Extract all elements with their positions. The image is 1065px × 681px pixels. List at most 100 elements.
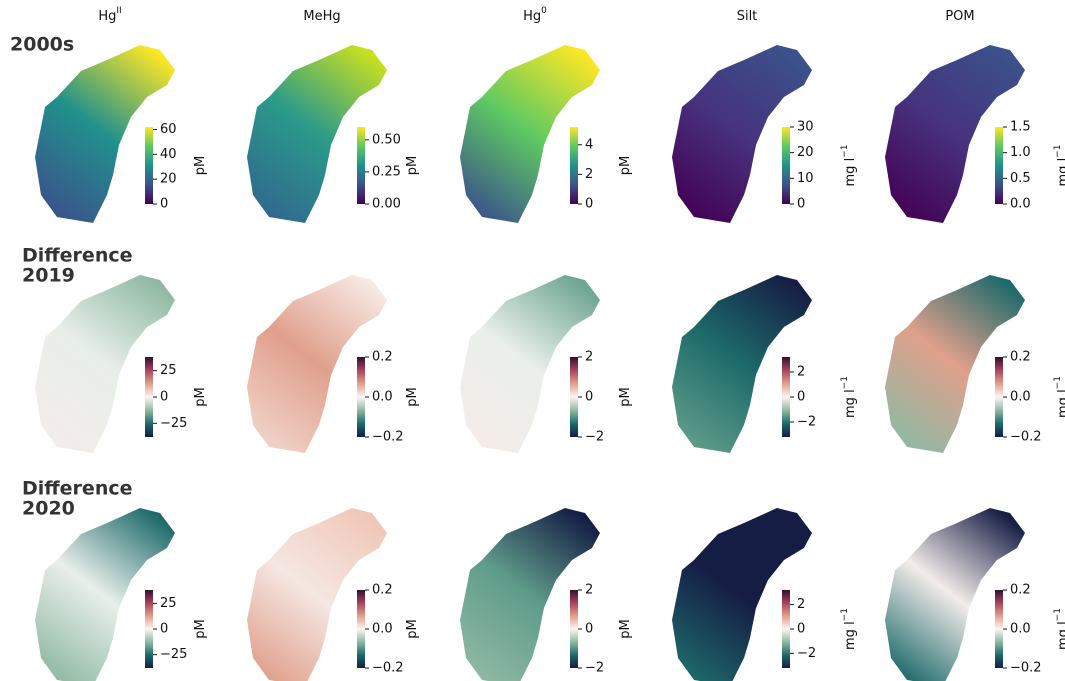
colorbar-unit: pM <box>405 387 420 406</box>
colorbar-tick-label: 0 <box>585 622 593 637</box>
colorbar-tick-label: 25 <box>160 596 177 611</box>
colorbar-tick-label: 0.5 <box>1010 171 1031 186</box>
colorbar-tick-label: 1.0 <box>1010 145 1031 160</box>
map <box>885 508 1025 681</box>
colorbar <box>995 357 1003 437</box>
colorbar <box>145 590 153 668</box>
map <box>460 275 600 453</box>
row-label: Difference <box>22 478 133 500</box>
colorbar-tick-label: 30 <box>797 120 814 135</box>
colorbar-unit: mg l−1 <box>840 608 858 650</box>
colorbar <box>357 590 365 668</box>
colorbar-tick-label: 0 <box>160 197 168 212</box>
colorbar-unit: pM <box>618 387 633 406</box>
colorbar-tick-label: −2 <box>797 646 816 661</box>
colorbar <box>145 127 153 204</box>
row-label: 2000s <box>10 34 74 56</box>
colorbar-tick-label: 0 <box>160 390 168 405</box>
colorbar <box>570 127 578 204</box>
colorbar-tick-label: 0 <box>797 197 805 212</box>
map <box>247 508 387 681</box>
map <box>247 275 387 453</box>
colorbar-tick-label: 4 <box>585 137 593 152</box>
colorbar-tick-label: 2 <box>585 350 593 365</box>
column-title: Hg0 <box>523 6 547 24</box>
colorbar-tick-label: 0.2 <box>1010 350 1031 365</box>
colorbar-tick-label: 0.2 <box>1010 583 1031 598</box>
map <box>460 45 600 223</box>
colorbar-tick-label: −25 <box>160 416 187 431</box>
colorbar <box>995 590 1003 668</box>
column-title: MeHg <box>303 9 340 24</box>
map <box>35 275 175 453</box>
map <box>885 275 1025 453</box>
colorbar-tick-label: 25 <box>160 363 177 378</box>
colorbar-tick-label: 20 <box>160 172 177 187</box>
colorbar-unit: mg l−1 <box>1053 376 1065 418</box>
colorbar-tick-label: 0 <box>585 390 593 405</box>
column-title: POM <box>945 9 974 24</box>
map <box>460 508 600 681</box>
map <box>35 45 175 223</box>
colorbar-unit: pM <box>193 387 208 406</box>
colorbar-tick-label: −0.2 <box>1010 661 1042 676</box>
colorbar-tick-label: 0 <box>160 622 168 637</box>
colorbar-tick-label: 2 <box>585 167 593 182</box>
colorbar-unit: pM <box>405 156 420 175</box>
colorbar-tick-label: 0.0 <box>1010 622 1031 637</box>
colorbar-unit: pM <box>405 619 420 638</box>
colorbar <box>782 127 790 204</box>
row-label: Difference <box>22 245 133 267</box>
colorbar-tick-label: 60 <box>160 122 177 137</box>
colorbar-unit: pM <box>618 156 633 175</box>
colorbar-tick-label: 40 <box>160 147 177 162</box>
colorbar <box>145 357 153 437</box>
colorbar <box>782 357 790 437</box>
colorbar-unit: mg l−1 <box>840 145 858 187</box>
colorbar-tick-label: −0.2 <box>372 661 404 676</box>
colorbar-tick-label: −2 <box>797 415 816 430</box>
colorbar <box>570 590 578 668</box>
colorbar <box>357 127 365 204</box>
colorbar-tick-label: 1.5 <box>1010 120 1031 135</box>
colorbar-tick-label: 0.0 <box>372 390 393 405</box>
colorbar-tick-label: −25 <box>160 647 187 662</box>
colorbar-tick-label: 0.0 <box>1010 390 1031 405</box>
colorbar <box>570 357 578 437</box>
colorbar-tick-label: 10 <box>797 171 814 186</box>
column-title: Silt <box>737 9 758 24</box>
colorbar-unit: mg l−1 <box>840 376 858 418</box>
colorbar-tick-label: 0 <box>797 622 805 637</box>
colorbar-tick-label: 0.50 <box>372 132 401 147</box>
colorbar-unit: mg l−1 <box>1053 145 1065 187</box>
colorbar-tick-label: −2 <box>585 430 604 445</box>
colorbar-tick-label: 2 <box>585 583 593 598</box>
colorbar-unit: mg l−1 <box>1053 608 1065 650</box>
colorbar-unit: pM <box>193 619 208 638</box>
colorbar-tick-label: −0.2 <box>372 430 404 445</box>
row-label: 2019 <box>22 265 75 287</box>
colorbar-unit: pM <box>193 156 208 175</box>
colorbar-tick-label: 0.00 <box>372 197 401 212</box>
colorbar <box>782 590 790 668</box>
colorbar-tick-label: −2 <box>585 661 604 676</box>
map <box>672 45 812 223</box>
map <box>247 45 387 223</box>
colorbar-tick-label: 0.2 <box>372 583 393 598</box>
colorbar <box>357 357 365 437</box>
colorbar-tick-label: 0.0 <box>1010 197 1031 212</box>
colorbar-tick-label: 0 <box>585 197 593 212</box>
colorbar-tick-label: 2 <box>797 365 805 380</box>
map <box>672 275 812 453</box>
colorbar-tick-label: 0 <box>797 390 805 405</box>
map <box>672 508 812 681</box>
colorbar-tick-label: −0.2 <box>1010 430 1042 445</box>
colorbar-unit: pM <box>618 619 633 638</box>
colorbar-tick-label: 2 <box>797 597 805 612</box>
row-label: 2020 <box>22 498 75 520</box>
figure: HgIIMeHgHg0SiltPOM2000s0204060pM0.000.25… <box>0 0 1065 681</box>
colorbar-tick-label: 0.0 <box>372 622 393 637</box>
colorbar <box>995 127 1003 204</box>
column-title: HgII <box>98 6 121 24</box>
colorbar-tick-label: 0.25 <box>372 164 401 179</box>
